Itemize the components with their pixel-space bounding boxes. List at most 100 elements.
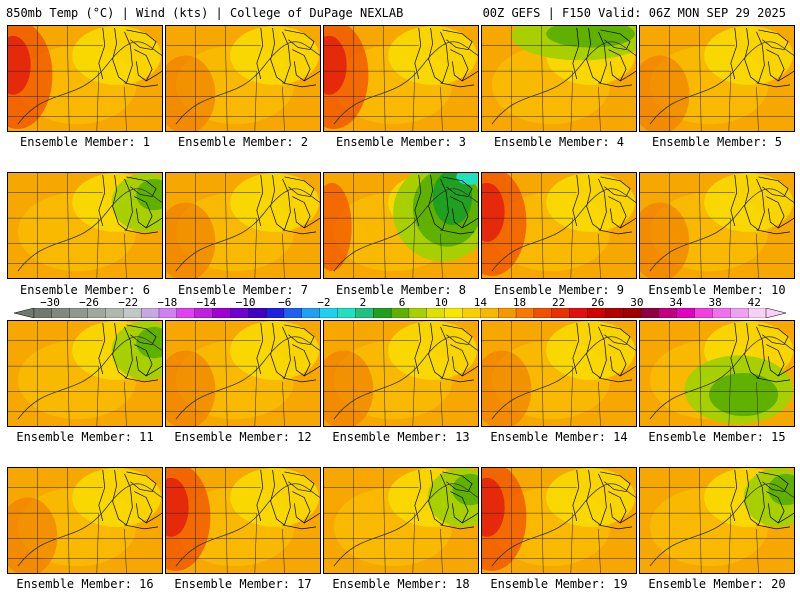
member-caption-13: Ensemble Member: 13	[332, 430, 470, 444]
colorbar-tick-label: 6	[398, 296, 406, 309]
member-caption-6: Ensemble Member: 6	[19, 283, 151, 297]
colorbar-swatch	[140, 308, 160, 318]
colorbar-swatch	[515, 308, 535, 318]
colorbar-swatch	[69, 308, 89, 318]
member-map-5	[639, 25, 795, 132]
colorbar-swatch	[676, 308, 696, 318]
member-caption-11: Ensemble Member: 11	[16, 430, 154, 444]
colorbar-swatch	[51, 308, 71, 318]
member-caption-1: Ensemble Member: 1	[19, 135, 151, 149]
colorbar-low-arrow	[14, 308, 35, 318]
colorbar-tick-label: 14	[473, 296, 487, 309]
colorbar-tick-label: −2	[317, 296, 331, 309]
member-map-15	[639, 320, 795, 427]
colorbar-swatch	[158, 308, 178, 318]
member-caption-17: Ensemble Member: 17	[174, 577, 312, 591]
colorbar-swatch	[623, 308, 642, 318]
member-caption-2: Ensemble Member: 2	[177, 135, 309, 149]
member-caption-3: Ensemble Member: 3	[335, 135, 467, 149]
colorbar-tick-label: 34	[669, 296, 683, 309]
colorbar-swatch	[551, 308, 571, 318]
member-caption-4: Ensemble Member: 4	[493, 135, 625, 149]
colorbar-high-arrow	[765, 308, 786, 318]
colorbar-swatch	[212, 308, 231, 318]
colorbar-swatch	[462, 308, 481, 318]
member-caption-20: Ensemble Member: 20	[648, 577, 786, 591]
member-caption-8: Ensemble Member: 8	[335, 283, 467, 297]
colorbar-swatch	[408, 308, 428, 318]
colorbar-swatch	[33, 308, 53, 318]
colorbar-tick-label: −22	[118, 296, 139, 309]
colorbar-tick-label: −18	[157, 296, 178, 309]
colorbar-swatch	[426, 308, 446, 318]
colorbar-swatch	[712, 308, 731, 318]
colorbar-tick-label: 26	[591, 296, 605, 309]
colorbar-swatch	[105, 308, 124, 318]
colorbar-swatch	[730, 308, 749, 318]
member-map-4	[481, 25, 637, 132]
colorbar-tick-label: 38	[708, 296, 722, 309]
colorbar-swatch	[658, 308, 678, 318]
colorbar-swatch	[265, 308, 285, 318]
colorbar-swatch	[444, 308, 463, 318]
colorbar-swatch	[283, 308, 303, 318]
colorbar-tick-label: −14	[196, 296, 217, 309]
colorbar-swatch	[480, 308, 499, 318]
colorbar-swatch	[498, 308, 517, 318]
member-caption-9: Ensemble Member: 9	[493, 283, 625, 297]
run-info: 00Z GEFS | F150 Valid: 06Z MON SEP 29 20…	[482, 6, 786, 20]
colorbar-swatch	[640, 308, 660, 318]
colorbar-tick-label: 2	[359, 296, 367, 309]
colorbar-tick-label: 30	[630, 296, 644, 309]
colorbar-swatch	[533, 308, 553, 318]
member-map-7	[165, 172, 321, 279]
colorbar-swatch	[337, 308, 356, 318]
colorbar-swatch	[301, 308, 321, 318]
member-caption-5: Ensemble Member: 5	[651, 135, 783, 149]
colorbar-swatch	[123, 308, 142, 318]
member-map-8	[323, 172, 479, 279]
member-map-3	[323, 25, 479, 132]
member-map-12	[165, 320, 321, 427]
colorbar-swatch	[390, 308, 410, 318]
colorbar-tick-label: 18	[512, 296, 527, 309]
colorbar-tick-label: 22	[551, 296, 566, 309]
colorbar-tick-label: −30	[40, 296, 60, 309]
member-map-10	[639, 172, 795, 279]
member-map-17	[165, 467, 321, 574]
member-map-6	[7, 172, 163, 279]
member-caption-10: Ensemble Member: 10	[648, 283, 786, 297]
member-map-11	[7, 320, 163, 427]
colorbar-swatch	[569, 308, 588, 318]
member-map-9	[481, 172, 637, 279]
temperature-colorbar	[14, 308, 786, 318]
member-caption-12: Ensemble Member: 12	[174, 430, 312, 444]
colorbar-swatch	[373, 308, 392, 318]
colorbar-tick-label: −10	[235, 296, 256, 309]
member-caption-15: Ensemble Member: 15	[648, 430, 786, 444]
colorbar-swatch	[747, 308, 767, 318]
colorbar-swatch	[694, 308, 713, 318]
chart-title: 850mb Temp (°C) | Wind (kts) | College o…	[6, 6, 404, 20]
colorbar-tick-label: 10	[434, 296, 448, 309]
colorbar-tick-label: −26	[79, 296, 100, 309]
colorbar-swatch	[319, 308, 338, 318]
member-map-19	[481, 467, 637, 574]
colorbar-swatch	[230, 308, 249, 318]
colorbar-swatch	[248, 308, 267, 318]
colorbar-swatch	[605, 308, 624, 318]
member-caption-18: Ensemble Member: 18	[332, 577, 470, 591]
member-caption-19: Ensemble Member: 19	[490, 577, 628, 591]
colorbar-tick-label: 42	[747, 296, 761, 309]
colorbar-swatch	[87, 308, 106, 318]
member-map-13	[323, 320, 479, 427]
member-map-20	[639, 467, 795, 574]
member-map-18	[323, 467, 479, 574]
member-map-16	[7, 467, 163, 574]
member-map-1	[7, 25, 163, 132]
colorbar-tick-label: −6	[278, 296, 292, 309]
member-caption-7: Ensemble Member: 7	[177, 283, 309, 297]
colorbar-swatch	[194, 308, 213, 318]
member-caption-16: Ensemble Member: 16	[16, 577, 154, 591]
member-map-14	[481, 320, 637, 427]
